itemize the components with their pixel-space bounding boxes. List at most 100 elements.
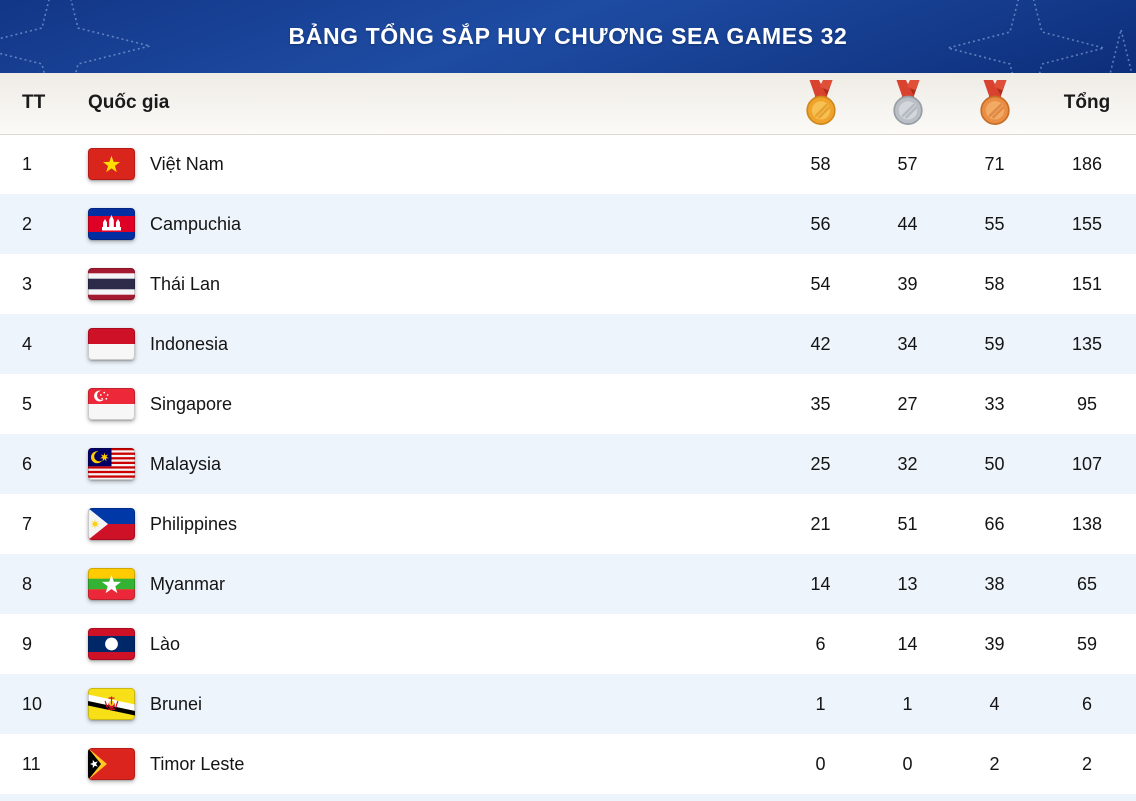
flag-vn-icon — [88, 148, 135, 181]
page-title: BẢNG TỔNG SẮP HUY CHƯƠNG SEA GAMES 32 — [288, 23, 848, 49]
rank-cell: 3 — [22, 273, 33, 294]
gold-count: 21 — [810, 513, 831, 534]
bronze-count: 38 — [984, 573, 1005, 594]
country-name: Indonesia — [150, 333, 229, 354]
rank-cell: 8 — [22, 573, 33, 594]
bronze-count: 2 — [989, 753, 1000, 774]
country-cell: Campuchia — [66, 194, 777, 254]
country-cell: Singapore — [66, 374, 777, 434]
table-row: 3 Thái Lan 54 39 58 151 — [0, 254, 1136, 314]
rank-cell: 4 — [22, 333, 33, 354]
rank-cell: 7 — [22, 513, 33, 534]
silver-count: 57 — [897, 153, 918, 174]
table-row: 6 Malaysia 25 32 50 107 — [0, 434, 1136, 494]
flag-tl-icon — [88, 748, 135, 780]
country-name: Timor Leste — [150, 753, 245, 774]
total-count: 151 — [1071, 273, 1103, 294]
bronze-count: 55 — [984, 213, 1005, 234]
silver-count: 27 — [897, 393, 918, 414]
rank-cell: 1 — [22, 153, 33, 174]
country-name: Singapore — [150, 393, 233, 414]
total-count: 2 — [1081, 753, 1092, 774]
next-row-partial-strip — [0, 794, 1136, 801]
country-name: Lào — [150, 633, 181, 654]
silver-count: 32 — [897, 453, 918, 474]
rank-cell: 10 — [22, 693, 43, 714]
country-cell: Indonesia — [66, 314, 777, 374]
table-row: 2 Campuchia 56 44 55 155 — [0, 194, 1136, 254]
silver-count: 0 — [902, 753, 913, 774]
table-row: 9 Lào 6 14 39 59 — [0, 614, 1136, 674]
country-cell: Myanmar — [66, 554, 777, 614]
total-count: 59 — [1076, 633, 1098, 654]
gold-count: 58 — [810, 153, 831, 174]
country-cell: Malaysia — [66, 434, 777, 494]
country-cell: Philippines — [66, 494, 777, 554]
total-count: 6 — [1081, 693, 1092, 714]
gold-count: 1 — [815, 693, 826, 714]
table-row: 7 Philippines 21 51 66 138 — [0, 494, 1136, 554]
bronze-count: 4 — [989, 693, 1000, 714]
country-name: Philippines — [150, 513, 238, 534]
bronze-count: 59 — [984, 333, 1005, 354]
medal-table-header: TT Quốc gia Tổng — [0, 73, 1136, 135]
country-name: Việt Nam — [150, 153, 224, 174]
gold-medal-icon — [802, 80, 840, 126]
gold-count: 54 — [810, 273, 831, 294]
flag-ph-icon — [88, 508, 135, 540]
rank-cell: 5 — [22, 393, 33, 414]
rank-cell: 2 — [22, 213, 33, 234]
medal-table: TT Quốc gia Tổng 1 Việt Nam 58 57 71 186 — [0, 73, 1136, 794]
bronze-count: 39 — [984, 633, 1005, 654]
bronze-count: 33 — [984, 393, 1005, 414]
gold-count: 14 — [810, 573, 831, 594]
silver-count: 51 — [897, 513, 918, 534]
bronze-count: 58 — [984, 273, 1005, 294]
country-cell: Việt Nam — [66, 134, 777, 194]
flag-bn-icon — [88, 688, 135, 720]
silver-medal-icon — [889, 80, 927, 126]
rank-cell: 9 — [22, 633, 33, 654]
total-count: 95 — [1076, 393, 1098, 414]
gold-count: 35 — [810, 393, 831, 414]
country-column-header: Quốc gia — [66, 73, 777, 135]
total-count: 138 — [1071, 513, 1103, 534]
total-count: 155 — [1071, 213, 1103, 234]
flag-la-icon — [88, 628, 135, 660]
gold-count: 56 — [810, 213, 831, 234]
flag-mm-icon — [88, 568, 135, 600]
medal-table-body: 1 Việt Nam 58 57 71 186 2 Campuchia 56 — [0, 134, 1136, 794]
total-column-header: Tổng — [1038, 73, 1136, 135]
country-cell: Lào — [66, 614, 777, 674]
table-row: 11 Timor Leste 0 0 2 2 — [0, 734, 1136, 794]
flag-kh-icon — [88, 208, 135, 240]
total-count: 186 — [1071, 153, 1103, 174]
total-count: 65 — [1076, 573, 1098, 594]
table-row: 8 Myanmar 14 13 38 65 — [0, 554, 1136, 614]
country-cell: Thái Lan — [66, 254, 777, 314]
total-count: 107 — [1071, 453, 1103, 474]
rank-column-header: TT — [0, 73, 66, 135]
bronze-count: 66 — [984, 513, 1005, 534]
flag-my-icon — [88, 448, 135, 480]
flag-id-icon — [88, 328, 135, 360]
silver-count: 44 — [897, 213, 918, 234]
gold-count: 6 — [815, 633, 826, 654]
table-row: 4 Indonesia 42 34 59 135 — [0, 314, 1136, 374]
gold-count: 25 — [810, 453, 831, 474]
country-name: Thái Lan — [150, 273, 221, 294]
rank-cell: 6 — [22, 453, 33, 474]
country-cell: Timor Leste — [66, 734, 777, 794]
total-count: 135 — [1071, 333, 1103, 354]
country-name: Malaysia — [150, 453, 222, 474]
silver-count: 13 — [897, 573, 918, 594]
banner-star-decoration-right — [947, 0, 1133, 73]
flag-sg-icon — [88, 388, 135, 420]
flag-th-icon — [88, 268, 135, 300]
country-name: Myanmar — [150, 573, 226, 594]
bronze-medal-icon — [976, 80, 1014, 126]
silver-count: 34 — [897, 333, 918, 354]
table-row: 1 Việt Nam 58 57 71 186 — [0, 134, 1136, 194]
gold-count: 0 — [815, 753, 826, 774]
